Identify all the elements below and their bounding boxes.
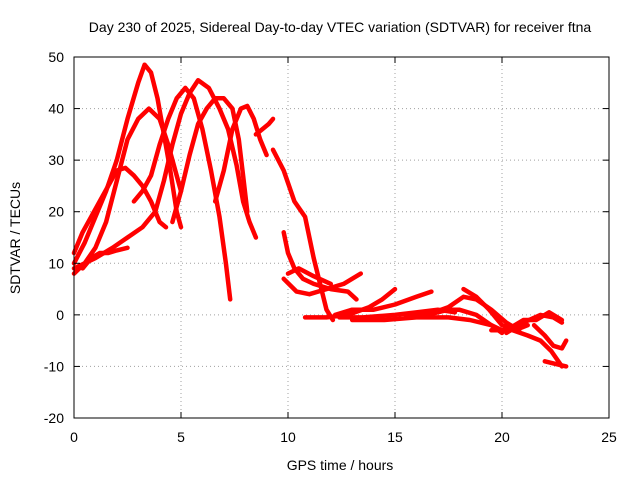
x-axis-label: GPS time / hours [287, 457, 394, 473]
y-tick-label: 20 [48, 204, 64, 220]
data-series [71, 62, 569, 369]
series-arc-9 [253, 116, 276, 137]
series-arc-2 [71, 62, 184, 266]
series-arc-13 [281, 271, 364, 297]
series-arc-24 [531, 322, 569, 351]
axis-ticks: 0 5 10 15 20 25 -20 -10 0 10 20 30 40 50 [44, 49, 617, 445]
x-tick-label: 0 [70, 429, 78, 445]
y-tick-label: 30 [48, 152, 64, 168]
x-tick-label: 5 [177, 429, 185, 445]
series-arc-4 [71, 106, 184, 276]
series-arc-7 [212, 103, 269, 204]
series-arc-12 [285, 266, 334, 287]
x-tick-label: 15 [387, 429, 403, 445]
plot-frame [73, 56, 610, 419]
series-arc-5 [131, 85, 233, 302]
y-tick-label: -20 [44, 410, 64, 426]
y-tick-label: -10 [44, 358, 64, 374]
series-arc-8 [80, 245, 130, 271]
y-tick-label: 40 [48, 101, 64, 117]
series-arc-23 [510, 328, 565, 369]
series-arc-10 [270, 147, 336, 323]
x-tick-label: 10 [280, 429, 296, 445]
x-tick-label: 25 [601, 429, 617, 445]
series-arc-11 [281, 230, 359, 302]
y-axis-label: SDTVAR / TECUs [7, 182, 23, 294]
y-tick-label: 50 [48, 49, 64, 65]
y-tick-label: 0 [56, 307, 64, 323]
series-arc-22 [504, 312, 565, 336]
series-arc-25 [542, 359, 569, 369]
grid [74, 57, 609, 418]
y-tick-label: 10 [48, 255, 64, 271]
x-tick-label: 20 [494, 429, 510, 445]
series-arc-6 [170, 96, 250, 225]
series-arc-15 [332, 289, 434, 318]
chart-title: Day 230 of 2025, Sidereal Day-to-day VTE… [89, 19, 592, 35]
series-arc-1 [71, 77, 259, 271]
